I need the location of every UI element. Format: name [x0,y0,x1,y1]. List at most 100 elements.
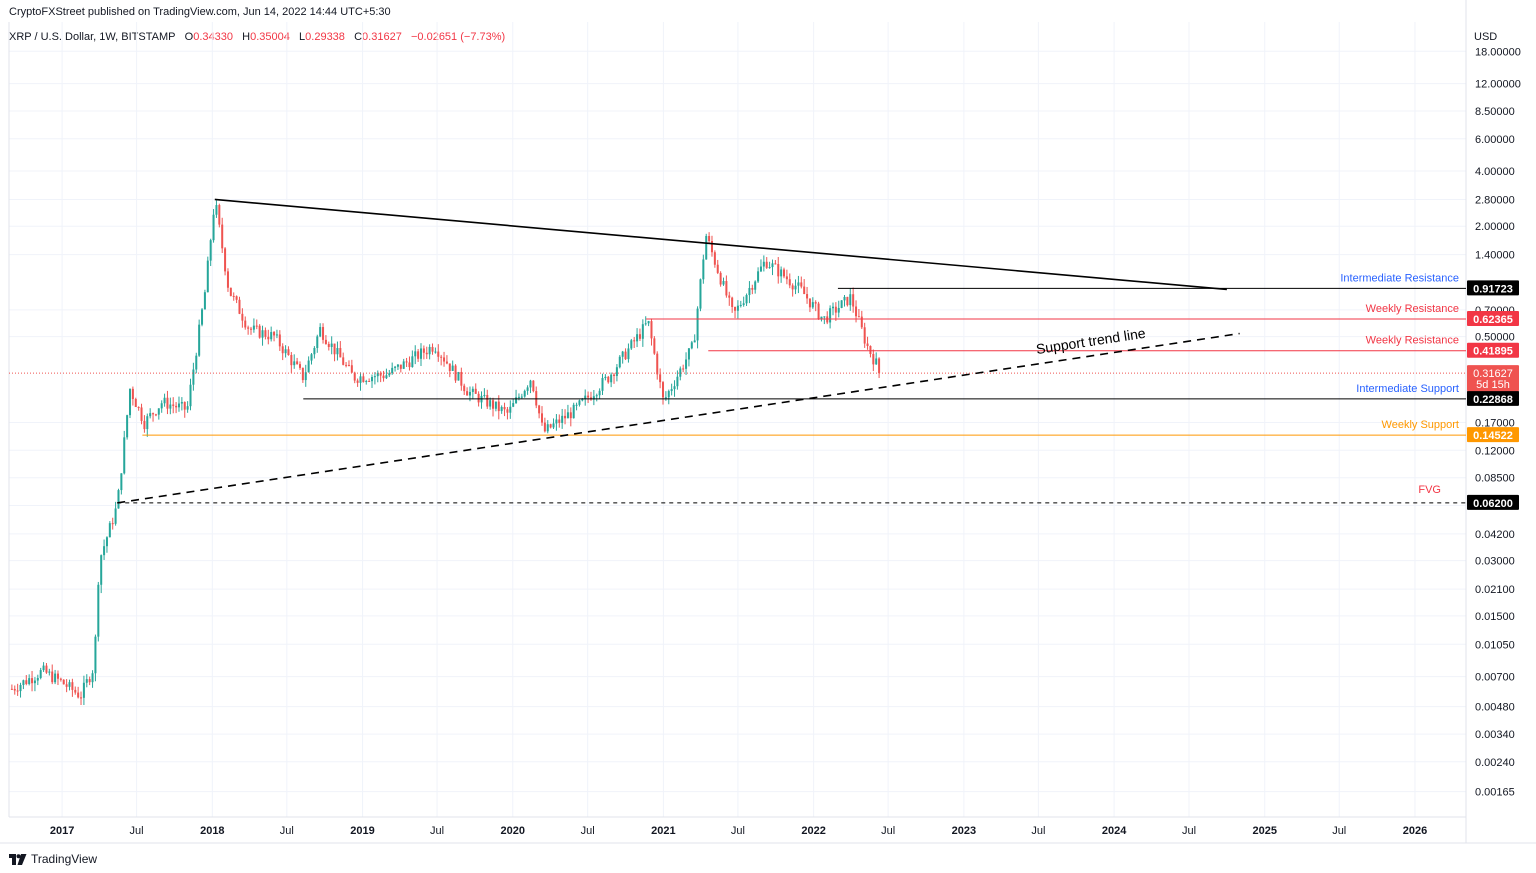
candle-up [604,376,607,379]
candle-up [68,682,71,687]
price-tick-label: 8.50000 [1475,106,1515,118]
candle-down [860,316,863,328]
candle-down [564,415,567,419]
candle-down [682,368,685,370]
candle-down [339,348,342,358]
candle-down [379,373,382,376]
publisher-header: CryptoFXStreet published on TradingView.… [9,6,391,18]
candle-down [77,692,80,698]
candle-down [350,365,353,373]
candle-down [71,682,74,690]
candle-down [137,407,140,409]
candle-up [529,380,532,388]
time-tick-label: 2025 [1252,825,1276,837]
candle-up [146,416,149,430]
candle-down [477,393,480,403]
current-price-tag[interactable] [1467,365,1519,392]
candle-down [422,348,425,353]
candle-up [160,403,163,409]
candle-up [759,266,762,272]
candle-up [215,205,218,215]
candle-up [209,240,212,261]
price-tick-label: 0.50000 [1475,332,1515,344]
close-label: C [354,31,363,43]
candle-up [391,367,394,374]
price-tick-label: 0.04200 [1475,529,1515,541]
price-tick-label: 6.00000 [1475,134,1515,146]
candle-down [278,334,281,347]
candle-up [163,397,166,404]
candle-up [261,330,264,338]
price-tag[interactable] [1467,342,1519,358]
candle-down [183,401,186,410]
candle-down [56,673,59,679]
candle-down [607,376,610,383]
candle-down [538,405,541,414]
price-tick-label: 0.03000 [1475,556,1515,568]
candle-up [203,292,206,310]
candle-up [667,391,670,398]
candle-up [270,332,273,340]
candle-up [402,361,405,369]
candle-down [587,395,590,398]
time-tick-label: 2019 [350,825,374,837]
level-label: Weekly Support [1382,419,1459,431]
time-tick-label: 2024 [1102,825,1127,837]
candle-up [451,365,454,371]
candle-down [650,321,653,339]
open-label: O [184,31,194,43]
candle-up [457,372,460,381]
candle-up [169,404,172,409]
candle-down [535,391,538,406]
candle-up [636,334,639,342]
candle-up [748,287,751,296]
candle-down [25,680,28,684]
candle-down [296,361,299,365]
candle-down [405,361,408,363]
candle-up [693,340,696,343]
close-value: 0.31627 [362,31,402,43]
candle-down [857,316,860,318]
bar-countdown: 5d 15h [1476,379,1510,391]
level-label: Intermediate Resistance [1340,272,1459,284]
current-price-value: 0.31627 [1473,368,1513,380]
candle-up [388,373,391,376]
candle-up [546,424,549,432]
candle-up [117,490,120,509]
candle-up [837,307,840,313]
candle-up [434,351,437,353]
candle-down [659,374,662,383]
candle-down [834,306,837,313]
price-tag[interactable] [1467,390,1519,406]
candle-up [307,360,310,373]
price-tag[interactable] [1467,427,1519,443]
candle-up [823,316,826,318]
price-tick-label: 2.80000 [1475,194,1515,206]
price-tag[interactable] [1467,311,1519,327]
price-tag-value: 0.41895 [1473,346,1513,358]
candle-up [676,376,679,387]
price-tag[interactable] [1467,280,1519,296]
candle-down [751,287,754,290]
level-label: Intermediate Support [1356,383,1459,395]
candle-up [252,325,255,330]
candle-down [624,351,627,360]
time-tick-label: Jul [581,825,595,837]
time-tick-label: Jul [881,825,895,837]
candle-up [598,390,601,396]
candle-down [788,279,791,286]
symbol-title[interactable]: XRP / U.S. Dollar, 1W, BITSTAMP [9,31,176,43]
symbol-legend: XRP / U.S. Dollar, 1W, BITSTAMP O0.34330… [9,31,505,43]
time-tick-label: Jul [1332,825,1346,837]
candle-up [644,323,647,325]
candle-up [468,391,471,396]
price-tag-value: 0.22868 [1473,394,1513,406]
candle-down [134,398,137,408]
descending-trend-line[interactable] [214,198,1227,291]
support-trend-line[interactable] [117,332,1240,504]
price-tag[interactable] [1467,494,1519,510]
candle-down [855,306,858,317]
tradingview-brand[interactable]: TradingView [31,852,98,866]
candle-up [690,342,693,349]
